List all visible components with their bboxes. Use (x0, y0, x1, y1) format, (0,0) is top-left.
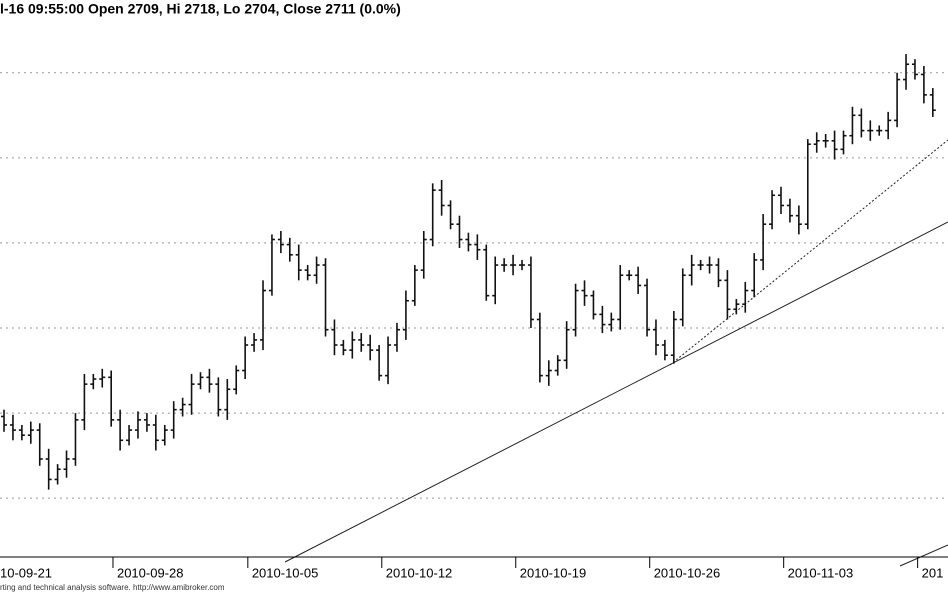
x-tick-label: 2010-09-28 (117, 565, 184, 580)
bars (1, 54, 936, 490)
x-axis-ticks: 10-09-21 2010-09-28 2010-10-05 2010-10-12 20… (0, 557, 943, 580)
x-tick-label: 2010-10-12 (386, 565, 453, 580)
x-tick-label: 2010-11-03 (788, 565, 854, 580)
grid (0, 72, 948, 499)
x-tick-label: 10-09-21 (0, 565, 52, 580)
trend-line (899, 544, 948, 567)
footer: rting and technical analysis software. h… (0, 583, 225, 592)
x-tick-label: 2010-10-19 (520, 565, 587, 580)
chart-title: l-16 09:55:00 Open 2709, Hi 2718, Lo 270… (0, 1, 401, 17)
x-tick-label: 2010-10-05 (252, 565, 319, 580)
trend-line-dotted (669, 139, 948, 366)
x-tick-label: 2010-10-26 (654, 565, 721, 580)
x-tick-label: 201 (922, 565, 944, 580)
trend-line (284, 221, 948, 563)
